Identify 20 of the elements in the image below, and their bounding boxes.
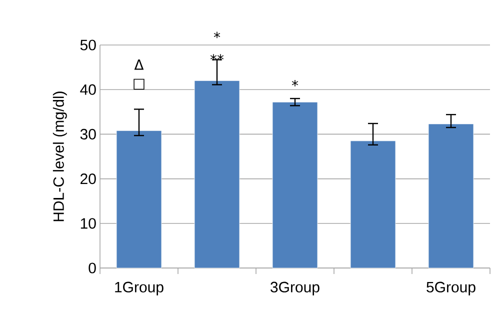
x-tick-label: 3Group bbox=[270, 282, 320, 296]
bar bbox=[116, 130, 162, 268]
bar bbox=[350, 140, 396, 268]
y-tick-label: 40 bbox=[80, 84, 96, 95]
y-tick-label: 20 bbox=[80, 173, 96, 184]
y-tick-label: 10 bbox=[80, 218, 96, 229]
y-tick-label: 30 bbox=[80, 128, 96, 140]
annotation: * bbox=[292, 80, 298, 86]
bar bbox=[428, 124, 474, 268]
text: * bbox=[214, 32, 220, 38]
annotation: Δ bbox=[134, 60, 144, 70]
y-tick-label: 0 bbox=[88, 262, 96, 274]
bar bbox=[194, 80, 240, 268]
x-tick-label: 1Group bbox=[115, 282, 164, 296]
bar bbox=[272, 102, 318, 268]
y-axis-title: HDL-C level (mg/dl) bbox=[52, 92, 67, 222]
annotation: ** bbox=[210, 54, 224, 60]
y-tick-label: 50 bbox=[80, 40, 96, 50]
annotation: □ bbox=[134, 78, 144, 90]
x-tick-label: 5Group bbox=[426, 282, 476, 296]
